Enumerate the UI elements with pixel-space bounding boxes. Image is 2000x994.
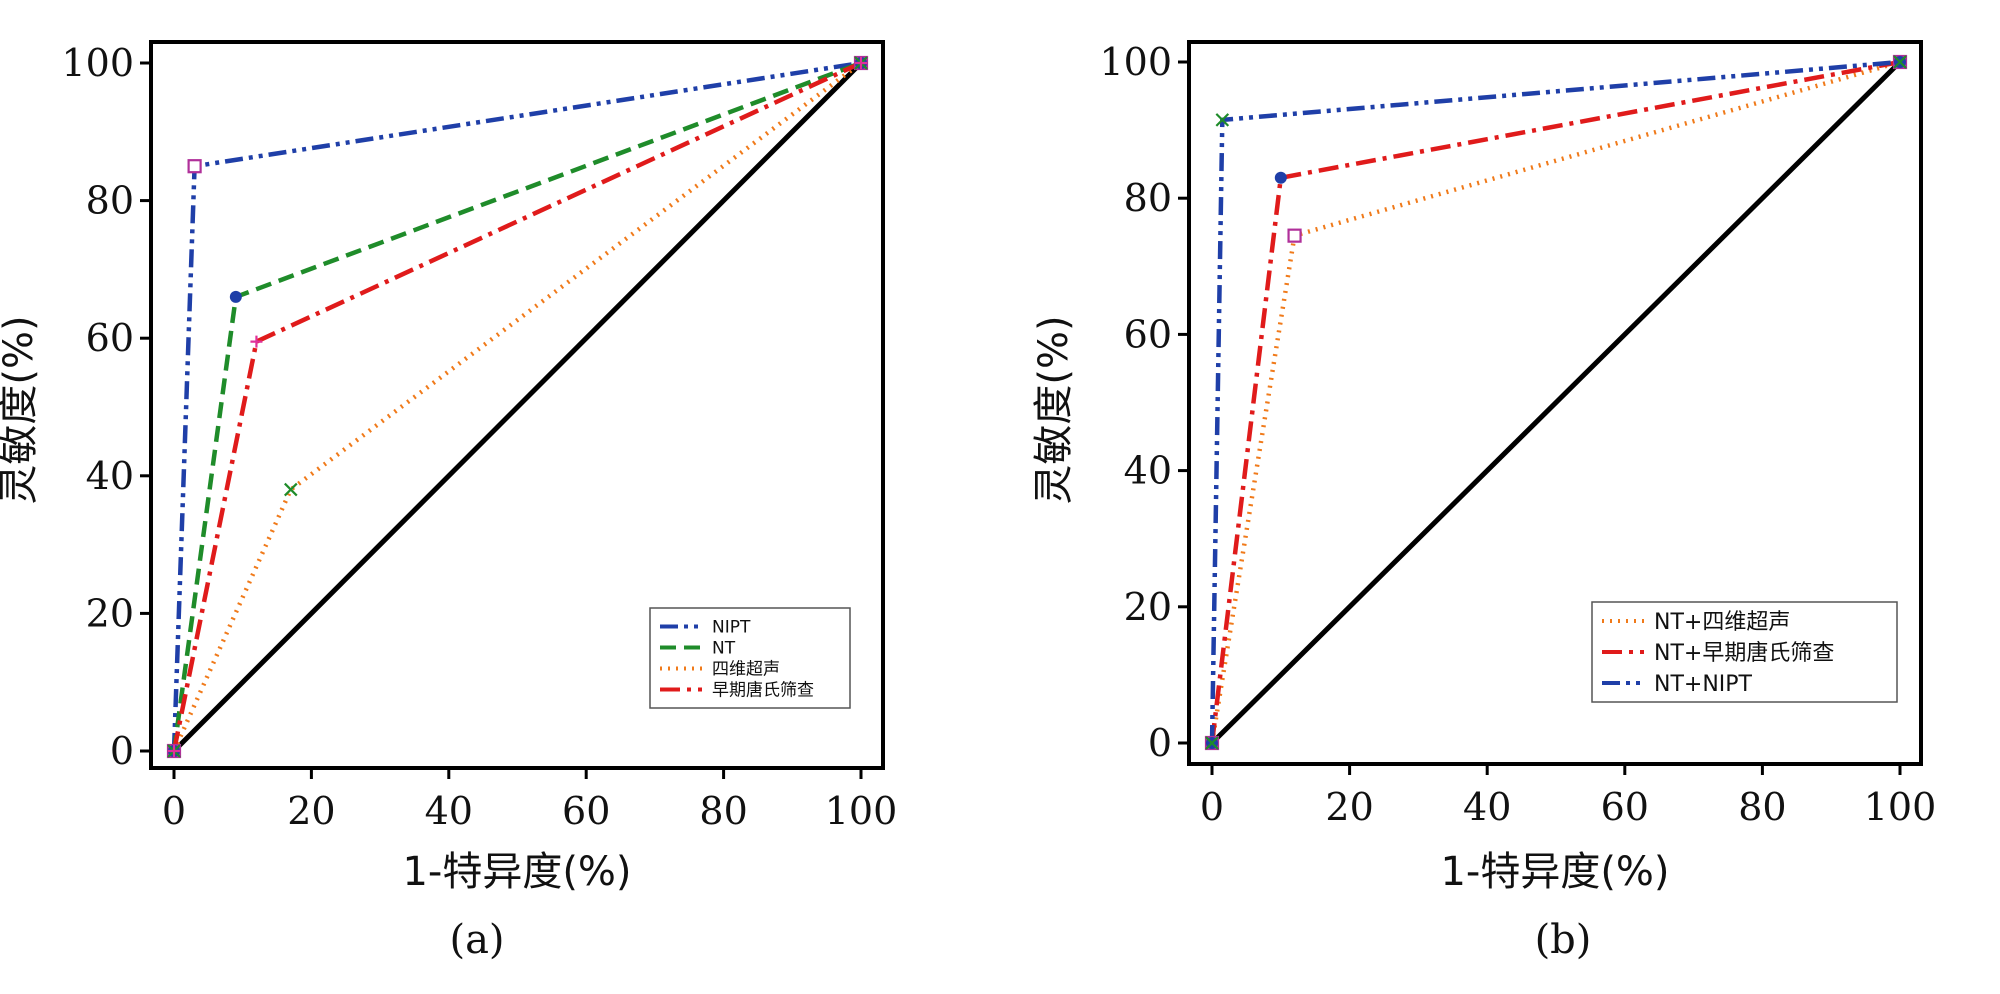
- reference-diagonal: [172, 61, 863, 753]
- y-tick-label-1: 20: [1124, 585, 1172, 629]
- legend-box: [649, 607, 851, 709]
- series-point-3-0: [168, 745, 180, 757]
- x-tick-label-0: 0: [162, 789, 186, 833]
- x-tick-label-5: 100: [1864, 785, 1937, 829]
- plot-frame: [149, 40, 885, 770]
- x-axis-label: 1-特异度(%): [1440, 849, 1669, 895]
- legend-label-2: 四维超声: [712, 660, 780, 680]
- y-tick-label-3: 60: [1124, 312, 1172, 356]
- x-tick-label-0: 0: [1200, 785, 1224, 829]
- series-point-2-1: [284, 482, 298, 497]
- x-tick-label-3: 60: [1601, 785, 1649, 829]
- legend-label-2: NT+NIPT: [1654, 672, 1753, 697]
- panel-label: (a): [449, 917, 504, 963]
- series-point-3-2: [855, 57, 867, 69]
- y-axis-label: 灵敏度(%): [1031, 315, 1077, 504]
- y-tick-label-4: 80: [86, 179, 134, 223]
- plot-frame: [1187, 40, 1923, 766]
- legend-label-1: NT+早期唐氏筛查: [1654, 641, 1834, 666]
- legend-label-1: NT: [712, 639, 736, 659]
- x-axis-label: 1-特异度(%): [402, 849, 631, 895]
- y-tick-label-2: 40: [86, 454, 134, 498]
- x-tick-label-3: 60: [562, 789, 610, 833]
- series-point-2-1: [1215, 113, 1230, 127]
- y-tick-label-4: 80: [1124, 176, 1172, 220]
- x-tick-label-1: 20: [287, 789, 335, 833]
- series-point-2-0: [1205, 736, 1219, 750]
- y-axis-label: 灵敏度(%): [0, 315, 42, 504]
- series-point-0-1: [187, 159, 202, 174]
- legend-label-0: NT+四维超声: [1654, 610, 1790, 635]
- x-tick-label-5: 100: [825, 789, 898, 833]
- y-tick-label-0: 0: [110, 729, 134, 773]
- series-point-1-1: [229, 290, 242, 303]
- series-point-1-1: [1274, 171, 1287, 184]
- roc-chart-b: 0 20 40 60 80 100 0 20 40 60 80 100 1-特异度(%) 灵敏度(%) (b…: [1031, 40, 1936, 963]
- y-tick-label-5: 100: [1099, 40, 1172, 84]
- x-tick-label-4: 80: [699, 789, 747, 833]
- reference-diagonal: [1210, 60, 1902, 745]
- roc-chart-a: 0 20 40 60 80 100 0 20 40 60 80 100 1-特异度(%) 灵敏度(%) (a…: [0, 40, 898, 963]
- y-tick-label-5: 100: [61, 41, 134, 85]
- x-tick-label-4: 80: [1738, 785, 1786, 829]
- x-tick-label-1: 20: [1325, 785, 1373, 829]
- legend-label-3: 早期唐氏筛查: [712, 680, 814, 701]
- y-tick-label-3: 60: [86, 316, 134, 360]
- series-point-2-2: [1893, 55, 1907, 69]
- x-tick-label-2: 40: [425, 789, 473, 833]
- x-tick-label-2: 40: [1463, 785, 1511, 829]
- series-point-0-1: [1287, 228, 1302, 243]
- y-tick-label-0: 0: [1148, 721, 1172, 765]
- series-line-2: [171, 61, 863, 752]
- y-tick-label-1: 20: [86, 591, 134, 635]
- series-point-3-1: [250, 335, 263, 348]
- series-line-1: [1209, 59, 1901, 744]
- y-tick-label-2: 40: [1124, 449, 1172, 493]
- legend-label-0: NIPT: [712, 618, 751, 638]
- panel-label: (b): [1535, 917, 1592, 963]
